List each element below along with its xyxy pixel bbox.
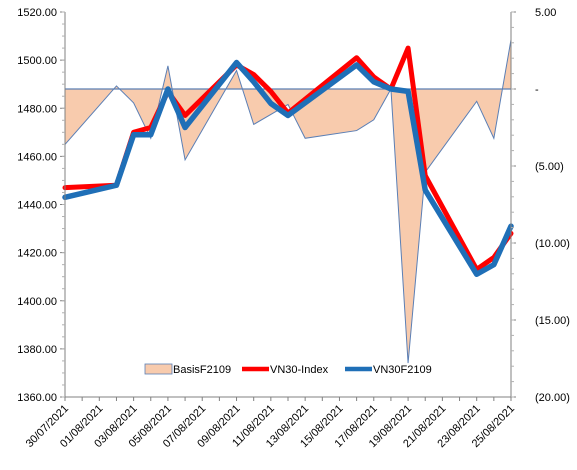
right-tick-label: (10.00) bbox=[535, 238, 570, 250]
left-tick-label: 1400.00 bbox=[17, 296, 57, 308]
left-tick-label: 1360.00 bbox=[17, 392, 57, 404]
left-tick-label: 1500.00 bbox=[17, 55, 57, 67]
axes-layer: 1360.00 1380.00 1400.00 1420.00 1440.00 1460.… bbox=[17, 7, 570, 450]
right-tick-label: (20.00) bbox=[535, 392, 570, 404]
right-tick-label: 5.00 bbox=[535, 7, 556, 19]
legend-label: VN30F2109 bbox=[373, 364, 432, 376]
left-tick-label: 1480.00 bbox=[17, 103, 57, 115]
left-tick-label: 1420.00 bbox=[17, 248, 57, 260]
left-tick-label: 1520.00 bbox=[17, 7, 57, 19]
legend-label: VN30-Index bbox=[270, 364, 329, 376]
basis-area-outline bbox=[64, 39, 512, 364]
right-tick-label: (15.00) bbox=[535, 315, 570, 327]
left-tick-label: 1460.00 bbox=[17, 151, 57, 163]
right-tick-label: (5.00) bbox=[535, 161, 564, 173]
price-lines-layer bbox=[62, 45, 514, 278]
legend-swatch-basis bbox=[144, 363, 173, 375]
left-tick-label: 1440.00 bbox=[17, 200, 57, 212]
legend: BasisF2109 VN30-Index VN30F2109 bbox=[144, 363, 432, 376]
legend-label: BasisF2109 bbox=[173, 364, 231, 376]
left-tick-label: 1380.00 bbox=[17, 344, 57, 356]
series-line-vn30-index bbox=[62, 45, 514, 272]
basis-area-fill bbox=[65, 39, 511, 364]
basis-area-layer bbox=[64, 39, 512, 364]
series-line-vn30f2109 bbox=[62, 59, 514, 278]
right-tick-label: - bbox=[535, 84, 539, 96]
